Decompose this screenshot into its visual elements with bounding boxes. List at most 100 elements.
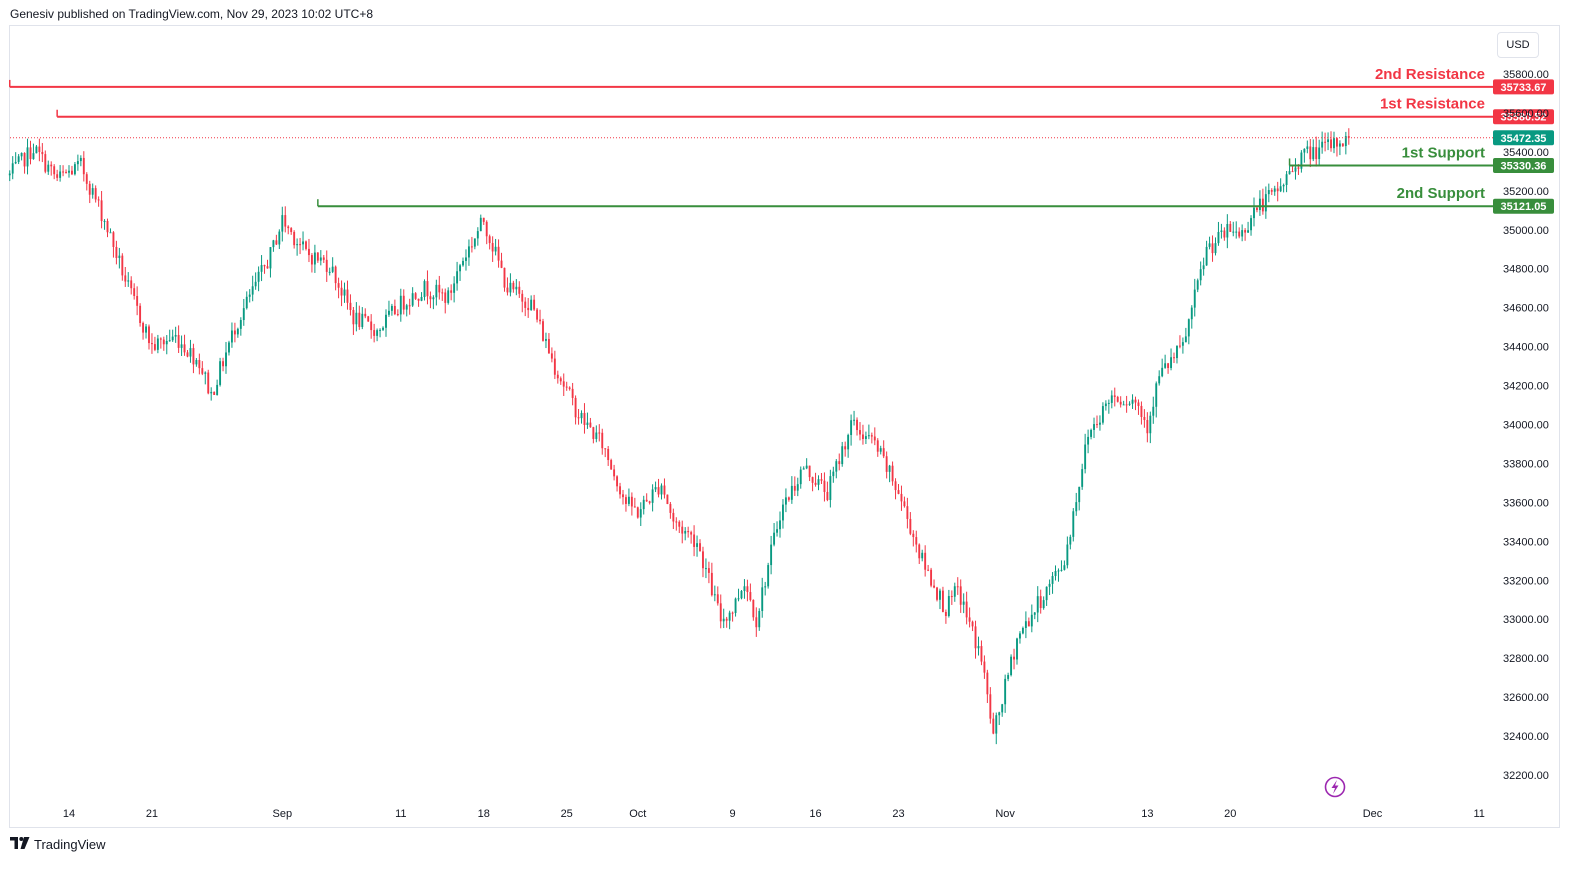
candle-body bbox=[364, 313, 367, 317]
candle-body bbox=[1024, 621, 1027, 628]
candle-body bbox=[479, 217, 482, 232]
candle-body bbox=[382, 327, 384, 330]
candle-body bbox=[941, 590, 944, 612]
resistance-price-tag bbox=[1493, 109, 1554, 125]
candle-body bbox=[73, 164, 76, 175]
candle-body bbox=[553, 358, 556, 375]
candle-body bbox=[1001, 704, 1004, 713]
resistance-label: 2nd Resistance bbox=[1375, 66, 1485, 83]
candle-body bbox=[879, 448, 882, 452]
candle-body bbox=[604, 448, 607, 450]
candle-body bbox=[186, 352, 189, 357]
candle-body bbox=[921, 552, 924, 559]
candle-body bbox=[20, 152, 23, 157]
candle-body bbox=[719, 603, 722, 622]
candle-body bbox=[586, 422, 589, 425]
candle-body bbox=[592, 427, 595, 439]
candle-body bbox=[1235, 231, 1238, 233]
candle-body bbox=[850, 420, 853, 435]
candle-body bbox=[38, 146, 41, 152]
candle-body bbox=[983, 661, 986, 673]
candle-body bbox=[1078, 486, 1081, 503]
candle-body bbox=[894, 481, 897, 491]
candle-body bbox=[622, 494, 624, 498]
support-price-tag bbox=[1493, 157, 1554, 173]
candle-body bbox=[405, 305, 408, 310]
candle-body bbox=[488, 236, 491, 244]
candle-body bbox=[1220, 230, 1223, 232]
candle-body bbox=[859, 430, 861, 435]
candle-body bbox=[290, 228, 293, 232]
candle-body bbox=[148, 326, 150, 344]
candle-body bbox=[358, 312, 361, 327]
candle-body bbox=[784, 497, 787, 505]
candle-body bbox=[450, 290, 453, 293]
candle-body bbox=[32, 153, 35, 160]
candle-body bbox=[1140, 405, 1143, 417]
candle-body bbox=[222, 361, 224, 367]
candle-body bbox=[112, 232, 115, 247]
candle-body bbox=[278, 231, 281, 245]
candle-body bbox=[776, 529, 778, 533]
candle-body bbox=[219, 361, 222, 385]
candle-body bbox=[728, 612, 731, 621]
candle-body bbox=[65, 171, 67, 173]
time-axis: 14 21 Sep 11 18 25 Oct 9 16 23 Nov 13 20 Dec 11 bbox=[63, 808, 1485, 820]
candle-body bbox=[657, 487, 660, 495]
candle-body bbox=[565, 386, 568, 388]
candle-body bbox=[947, 596, 950, 616]
candle-body bbox=[1093, 424, 1095, 430]
candle-body bbox=[829, 476, 832, 500]
candle-body bbox=[512, 282, 515, 290]
candle-body bbox=[153, 344, 156, 350]
candle-body bbox=[817, 479, 820, 485]
candle-body bbox=[447, 290, 450, 303]
candle-body bbox=[639, 509, 642, 518]
candle-body bbox=[242, 308, 245, 321]
candle-body bbox=[870, 435, 873, 437]
candle-body bbox=[583, 412, 586, 425]
candle-body bbox=[770, 544, 773, 566]
candle-body bbox=[823, 480, 826, 492]
candle-body bbox=[156, 338, 159, 350]
candle-body bbox=[482, 217, 485, 222]
y-tick-label: 35000.00 bbox=[1503, 225, 1549, 237]
y-tick-label: 32400.00 bbox=[1503, 731, 1549, 743]
candle-body bbox=[690, 532, 693, 535]
currency-button[interactable]: USD bbox=[1497, 32, 1539, 58]
candle-body bbox=[385, 314, 387, 328]
candle-body bbox=[844, 446, 847, 450]
candle-body bbox=[210, 391, 213, 394]
candle-body bbox=[636, 507, 639, 518]
candle-body bbox=[1042, 600, 1045, 609]
candle-body bbox=[94, 188, 97, 200]
lightning-icon[interactable] bbox=[1324, 776, 1346, 798]
candle-body bbox=[888, 465, 891, 472]
candle-body bbox=[918, 544, 921, 559]
candle-body bbox=[571, 388, 574, 398]
candle-body bbox=[281, 215, 284, 232]
candle-body bbox=[725, 618, 728, 621]
candle-body bbox=[536, 309, 539, 320]
x-tick-label: 14 bbox=[63, 808, 75, 820]
candle-body bbox=[1309, 146, 1312, 160]
candle-body bbox=[568, 387, 571, 389]
candle-body bbox=[1116, 396, 1119, 402]
candle-body bbox=[619, 486, 621, 495]
support-price-tag-text: 35121.05 bbox=[1501, 201, 1547, 213]
candle-body bbox=[1027, 621, 1030, 627]
candle-body bbox=[1306, 146, 1309, 149]
candle-body bbox=[1010, 656, 1013, 676]
candle-body bbox=[97, 199, 100, 201]
tradingview-footer[interactable]: TradingView bbox=[10, 837, 106, 852]
candle-body bbox=[497, 246, 500, 261]
candle-body bbox=[1081, 469, 1084, 487]
candle-body bbox=[346, 289, 349, 303]
candle-body bbox=[236, 328, 239, 335]
candle-body bbox=[802, 468, 805, 470]
candle-body bbox=[651, 489, 654, 503]
candle-body bbox=[1261, 198, 1264, 212]
candle-body bbox=[379, 329, 382, 331]
candle-body bbox=[1297, 167, 1300, 169]
